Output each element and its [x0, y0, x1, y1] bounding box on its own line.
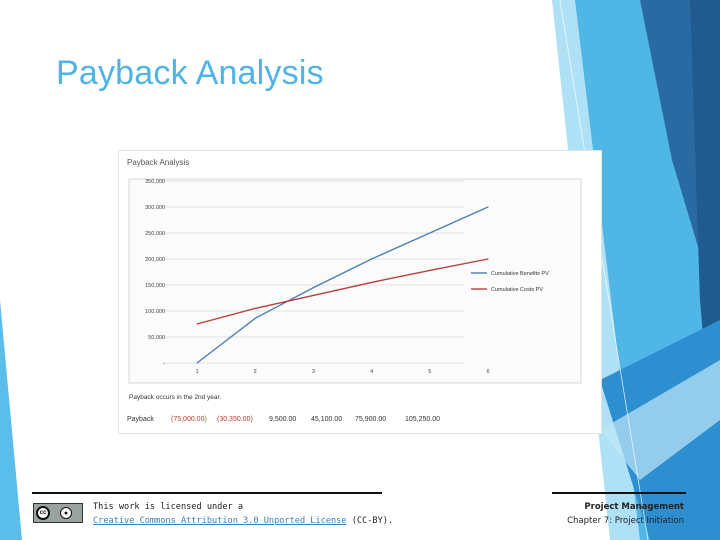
payback-value: (30,350.00): [217, 416, 253, 423]
y-tick-label: 350,000: [145, 179, 165, 185]
license-line-1: This work is licensed under a: [93, 502, 244, 512]
license-line-2: Creative Commons Attribution 3.0 Unporte…: [93, 514, 393, 528]
x-tick-label: 2: [254, 369, 257, 375]
data-point: [196, 362, 198, 364]
y-tick-label: 50,000: [148, 335, 165, 341]
course-chapter: Chapter 7: Project Initiation: [567, 516, 684, 526]
course-info: Project Management Chapter 7: Project In…: [567, 500, 684, 528]
chart-card: Payback Analysis - 50,000 100,000 150,000 20…: [118, 150, 602, 434]
payback-value: 45,100.00: [311, 416, 342, 423]
cc-by-icon[interactable]: cc ●: [33, 503, 83, 523]
legend-label: Cumulative Costs PV: [491, 287, 543, 293]
data-point: [371, 258, 373, 260]
left-decor-shape: [0, 300, 22, 540]
data-point: [429, 232, 431, 234]
data-point: [254, 317, 256, 319]
footer-divider-right: [552, 492, 686, 494]
right-decor-glint: [600, 360, 720, 480]
y-tick-label: 100,000: [145, 309, 165, 315]
data-point: [371, 281, 373, 283]
slide-title: Payback Analysis: [56, 54, 324, 92]
license-text: This work is licensed under a Creative C…: [93, 500, 393, 528]
course-title: Project Management: [584, 502, 684, 512]
x-tick-label: 6: [486, 369, 489, 375]
data-point: [312, 294, 314, 296]
gridlines: [163, 180, 464, 364]
payback-row-values: (75,000.00) (30,350.00) 9,500.00 45,100.00 7…: [171, 416, 440, 423]
payback-value: 105,250.00: [405, 416, 440, 423]
payback-value: 9,500.00: [269, 416, 296, 423]
payback-value: (75,000.00): [171, 416, 207, 423]
data-point: [196, 323, 198, 325]
series-lines: [196, 206, 489, 364]
x-tick-label: 3: [312, 369, 315, 375]
footer-divider-left: [32, 492, 382, 494]
data-point: [487, 206, 489, 208]
series-line: [196, 258, 489, 325]
payback-value: 75,900.00: [355, 416, 386, 423]
payback-chart: Payback Analysis - 50,000 100,000 150,000 20…: [127, 158, 582, 423]
x-tick-label: 4: [370, 369, 373, 375]
license-link[interactable]: Creative Commons Attribution 3.0 Unporte…: [93, 516, 347, 526]
data-point: [254, 307, 256, 309]
chart-title: Payback Analysis: [127, 158, 189, 167]
x-tick-label: 5: [428, 369, 431, 375]
y-axis-ticks: - 50,000 100,000 150,000 200,000 250,000 300,0…: [145, 179, 165, 367]
y-tick-label: 300,000: [145, 205, 165, 211]
y-tick-label: 150,000: [145, 283, 165, 289]
y-tick-label: 250,000: [145, 231, 165, 237]
payback-note: Payback occurs in the 2nd year.: [129, 394, 221, 401]
data-point: [312, 287, 314, 289]
x-axis-ticks: 1 2 3 4 5 6: [195, 369, 489, 375]
payback-row-label: Payback: [127, 416, 154, 423]
y-tick-label: -: [163, 361, 165, 367]
plot-frame: [128, 178, 582, 384]
license-suffix: (CC-BY).: [346, 516, 394, 526]
by-person-icon: ●: [60, 507, 72, 519]
data-point: [429, 269, 431, 272]
series-line: [196, 206, 489, 364]
chart-legend: Cumulative Benefits PV Cumulative Costs P…: [471, 271, 549, 293]
data-point: [487, 258, 489, 260]
cc-icon: cc: [36, 506, 50, 520]
legend-label: Cumulative Benefits PV: [491, 271, 549, 277]
x-tick-label: 1: [195, 369, 198, 375]
y-tick-label: 200,000: [145, 257, 165, 263]
